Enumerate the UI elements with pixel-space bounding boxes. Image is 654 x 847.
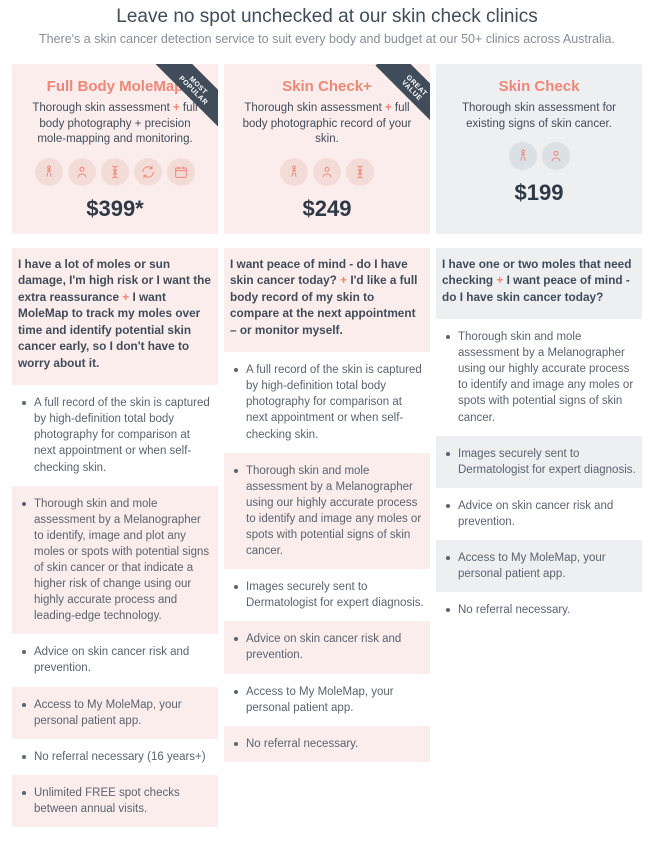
person-icon — [68, 158, 96, 186]
feature-text: Advice on skin cancer risk and preventio… — [34, 644, 212, 676]
feature-text: A full record of the skin is captured by… — [246, 362, 424, 442]
intro-a: I have a lot of moles or sun damage, I'm… — [18, 257, 211, 304]
feature-text: Access to My MoleMap, your personal pati… — [458, 550, 636, 582]
plan-desc: Thorough skin assessment for existing si… — [446, 101, 632, 132]
plan-title: Skin Check — [446, 78, 632, 95]
plan-card-full-body: MOST POPULAR Full Body MoleMap Thorough … — [12, 64, 218, 234]
bullet-icon — [22, 755, 26, 759]
col-intro: I have a lot of moles or sun damage, I'm… — [12, 248, 218, 386]
plan-icons — [22, 158, 208, 186]
feature-row: No referral necessary. — [224, 726, 430, 762]
plan-price: $249 — [234, 196, 420, 222]
body-icon — [280, 158, 308, 186]
scan-icon — [101, 158, 129, 186]
bullet-icon — [234, 368, 238, 372]
plan-card-skin-check-plus: GREAT VALUE Skin Check+ Thorough skin as… — [224, 64, 430, 234]
col-intro: I want peace of mind - do I have skin ca… — [224, 248, 430, 353]
compare-col-3: I have one or two moles that need checki… — [436, 248, 642, 827]
bullet-icon — [446, 556, 450, 560]
feature-row: No referral necessary (16 years+) — [12, 739, 218, 775]
plan-icons — [234, 158, 420, 186]
bullet-icon — [22, 703, 26, 707]
bullet-icon — [234, 637, 238, 641]
bullet-icon — [234, 690, 238, 694]
bullet-icon — [22, 502, 26, 506]
plus-icon: + — [385, 102, 392, 114]
bullet-icon — [446, 452, 450, 456]
feature-row: Thorough skin and mole assessment by a M… — [12, 486, 218, 635]
feature-row: No referral necessary. — [436, 592, 642, 628]
feature-row: Images securely sent to Dermatologist fo… — [436, 436, 642, 488]
feature-row: Thorough skin and mole assessment by a M… — [224, 453, 430, 570]
plan-icons — [446, 142, 632, 170]
body-icon — [35, 158, 63, 186]
page-title: Leave no spot unchecked at our skin chec… — [0, 0, 654, 32]
plan-desc-before: Thorough skin assessment — [244, 102, 385, 114]
feature-row: Access to My MoleMap, your personal pati… — [224, 674, 430, 726]
feature-row: Advice on skin cancer risk and preventio… — [436, 488, 642, 540]
compare-col-2: I want peace of mind - do I have skin ca… — [224, 248, 430, 827]
bullet-icon — [234, 469, 238, 473]
compare-col-1: I have a lot of moles or sun damage, I'm… — [12, 248, 218, 827]
bullet-icon — [234, 585, 238, 589]
body-icon — [509, 142, 537, 170]
calendar-icon — [167, 158, 195, 186]
plan-desc: Thorough skin assessment + full body pho… — [234, 101, 420, 148]
feature-text: Images securely sent to Dermatologist fo… — [458, 446, 636, 478]
plus-icon: + — [173, 102, 180, 114]
feature-row: Unlimited FREE spot checks between annua… — [12, 775, 218, 827]
plan-desc: Thorough skin assessment + full body pho… — [22, 101, 208, 148]
plan-cards: MOST POPULAR Full Body MoleMap Thorough … — [0, 64, 654, 234]
feature-text: Thorough skin and mole assessment by a M… — [458, 329, 636, 426]
person-icon — [313, 158, 341, 186]
plan-price: $199 — [446, 180, 632, 206]
page-subtitle: There's a skin cancer detection service … — [0, 32, 654, 64]
bullet-icon — [446, 608, 450, 612]
feature-text: No referral necessary. — [458, 602, 636, 618]
feature-text: Advice on skin cancer risk and preventio… — [458, 498, 636, 530]
feature-row: Advice on skin cancer risk and preventio… — [224, 621, 430, 673]
feature-row: Advice on skin cancer risk and preventio… — [12, 634, 218, 686]
plan-desc-before: Thorough skin assessment for existing si… — [462, 102, 616, 130]
bullet-icon — [446, 504, 450, 508]
feature-text: Access to My MoleMap, your personal pati… — [34, 697, 212, 729]
feature-text: Thorough skin and mole assessment by a M… — [34, 496, 212, 625]
comparison-table: I have a lot of moles or sun damage, I'm… — [0, 234, 654, 827]
feature-text: Access to My MoleMap, your personal pati… — [246, 684, 424, 716]
bullet-icon — [22, 401, 26, 405]
feature-text: Images securely sent to Dermatologist fo… — [246, 579, 424, 611]
feature-text: No referral necessary. — [246, 736, 424, 752]
feature-row: Access to My MoleMap, your personal pati… — [436, 540, 642, 592]
feature-text: Unlimited FREE spot checks between annua… — [34, 785, 212, 817]
feature-row: Thorough skin and mole assessment by a M… — [436, 319, 642, 436]
col-intro: I have one or two moles that need checki… — [436, 248, 642, 320]
person-icon — [542, 142, 570, 170]
feature-text: Advice on skin cancer risk and preventio… — [246, 631, 424, 663]
feature-text: A full record of the skin is captured by… — [34, 395, 212, 475]
feature-text: Thorough skin and mole assessment by a M… — [246, 463, 424, 560]
plan-desc-before: Thorough skin assessment — [32, 102, 173, 114]
feature-row: A full record of the skin is captured by… — [12, 385, 218, 485]
bullet-icon — [22, 791, 26, 795]
scan-icon — [346, 158, 374, 186]
plan-card-skin-check: Skin Check Thorough skin assessment for … — [436, 64, 642, 234]
feature-row: A full record of the skin is captured by… — [224, 352, 430, 452]
feature-row: Images securely sent to Dermatologist fo… — [224, 569, 430, 621]
bullet-icon — [446, 335, 450, 339]
refresh-icon — [134, 158, 162, 186]
bullet-icon — [234, 742, 238, 746]
feature-text: No referral necessary (16 years+) — [34, 749, 212, 765]
plus-icon: + — [340, 273, 347, 287]
bullet-icon — [22, 650, 26, 654]
plan-price: $399* — [22, 196, 208, 222]
feature-row: Access to My MoleMap, your personal pati… — [12, 687, 218, 739]
